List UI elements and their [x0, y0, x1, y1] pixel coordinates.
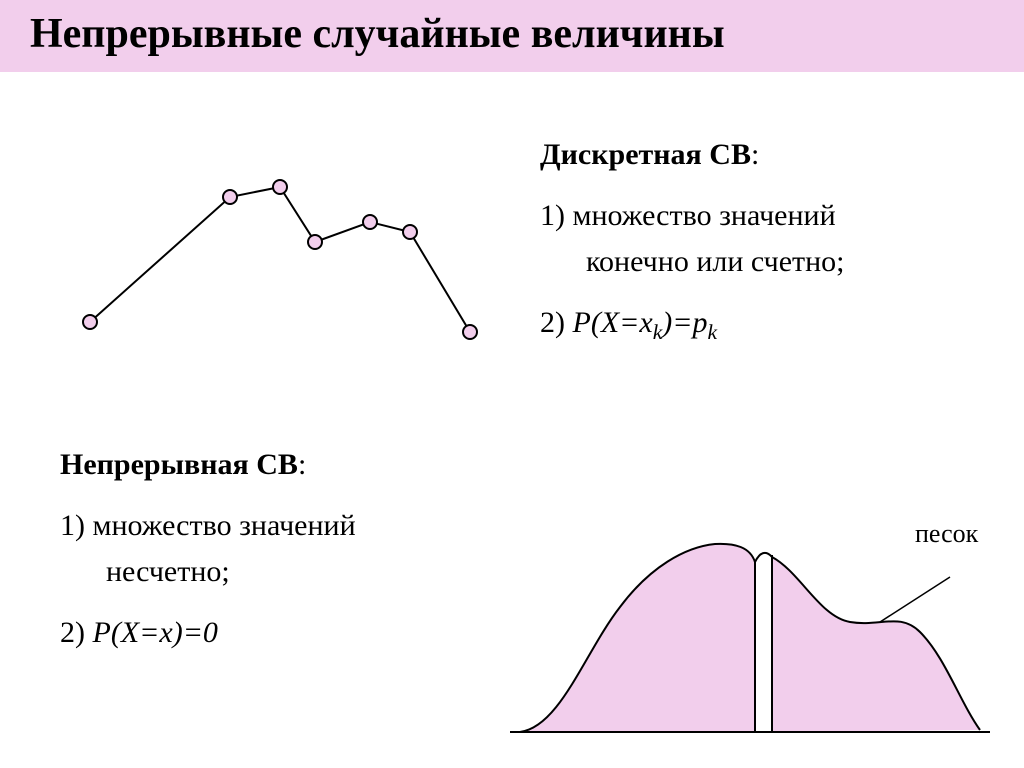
- continuous-item1-line2: несчетно;: [60, 549, 480, 596]
- continuous-item1-line1: 1) множество значений: [60, 503, 480, 550]
- continuous-heading: Непрерывная СВ: [60, 448, 298, 481]
- data-point-marker: [273, 180, 287, 194]
- continuous-item2: 2) P(X=x)=0: [60, 610, 480, 657]
- discrete-polyline-chart: [40, 132, 500, 392]
- data-point-marker: [308, 235, 322, 249]
- data-point-marker: [223, 190, 237, 204]
- discrete-item2: 2) P(X=xk)=pk: [540, 300, 1000, 349]
- discrete-text-block: Дискретная СВ: 1) множество значений кон…: [540, 132, 1000, 349]
- continuous-text-block: Непрерывная СВ: 1) множество значений не…: [60, 442, 480, 656]
- density-chart: песок: [500, 502, 1000, 762]
- data-point-marker: [83, 315, 97, 329]
- data-point-marker: [363, 215, 377, 229]
- data-point-marker: [403, 225, 417, 239]
- page-title: Непрерывные случайные величины: [30, 11, 725, 57]
- density-label: песок: [915, 519, 979, 548]
- discrete-item1-line1: 1) множество значений: [540, 193, 1000, 240]
- title-bar: Непрерывные случайные величины: [0, 0, 1024, 72]
- data-point-marker: [463, 325, 477, 339]
- discrete-heading: Дискретная СВ: [540, 138, 751, 171]
- discrete-item1-line2: конечно или счетно;: [540, 239, 1000, 286]
- content-area: Дискретная СВ: 1) множество значений кон…: [0, 72, 1024, 760]
